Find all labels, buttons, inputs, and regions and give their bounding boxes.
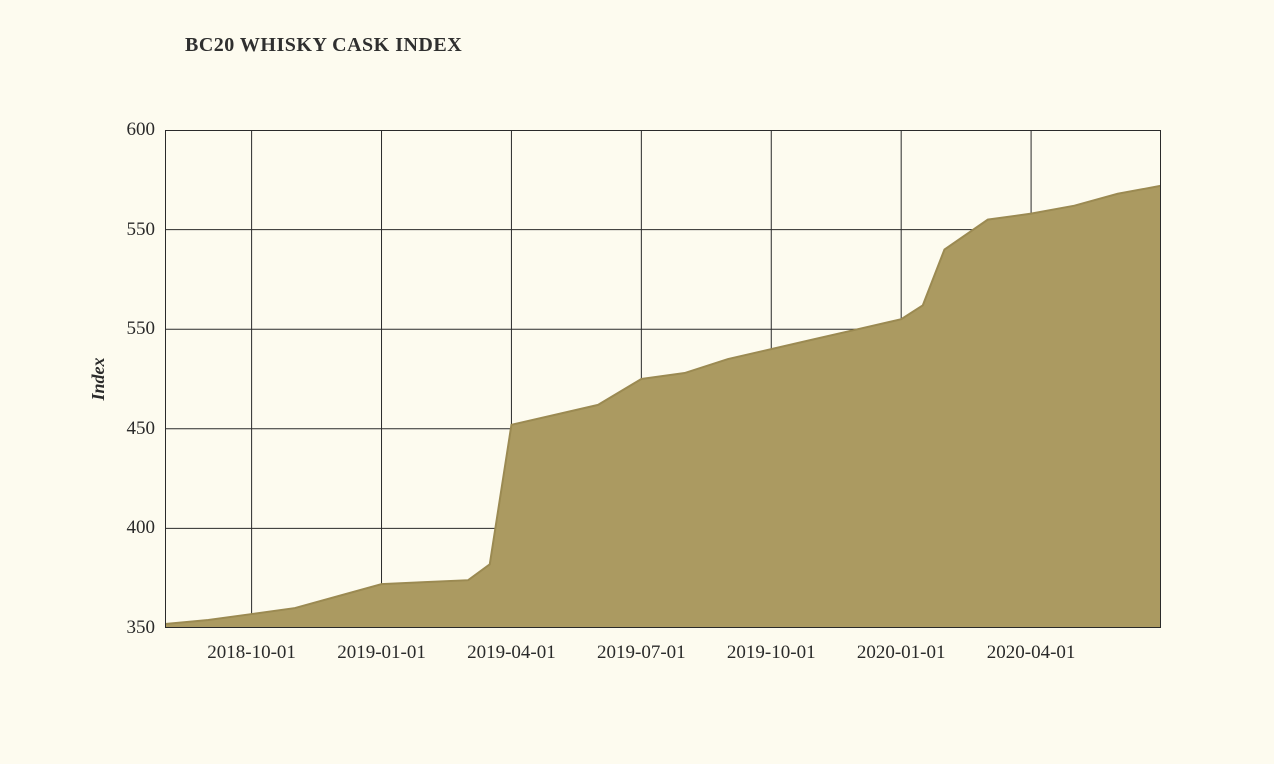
y-tick-label: 550 <box>127 318 166 340</box>
x-tick-label: 2019-01-01 <box>337 628 426 664</box>
area-chart-svg <box>165 130 1161 628</box>
y-tick-label: 450 <box>127 418 166 440</box>
y-tick-label: 600 <box>127 119 166 141</box>
x-tick-label: 2019-07-01 <box>597 628 686 664</box>
x-tick-label: 2019-04-01 <box>467 628 556 664</box>
page-title: BC20 WHISKY CASK INDEX <box>185 34 462 57</box>
x-tick-label: 2020-04-01 <box>987 628 1076 664</box>
y-tick-label: 350 <box>127 617 166 639</box>
y-tick-label: 550 <box>127 219 166 241</box>
x-tick-label: 2018-10-01 <box>207 628 296 664</box>
y-tick-label: 400 <box>127 517 166 539</box>
x-tick-label: 2020-01-01 <box>857 628 946 664</box>
chart-plot-area: Index 3504004505505506002018-10-012019-0… <box>165 130 1161 628</box>
y-axis-label: Index <box>88 357 109 400</box>
x-tick-label: 2019-10-01 <box>727 628 816 664</box>
